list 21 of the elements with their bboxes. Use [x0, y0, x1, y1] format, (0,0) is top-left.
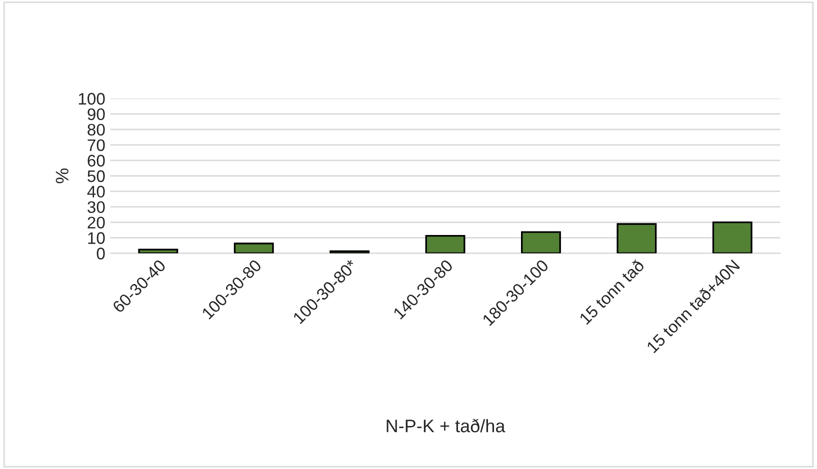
y-tick-label: 30 [88, 201, 105, 214]
bar [712, 221, 752, 254]
x-tick-label: 15 tonn tað [578, 258, 645, 325]
y-tick-label: 60 [88, 154, 105, 167]
y-tick-label: 90 [88, 108, 105, 120]
y-tick-label: 20 [88, 216, 105, 229]
y-tick-label: 50 [88, 170, 105, 182]
bar [330, 250, 370, 254]
y-tick-label: 0 [96, 248, 105, 260]
y-tick-label: 100 [78, 92, 105, 105]
bar [425, 234, 466, 254]
y-tick-label: 10 [88, 232, 105, 244]
bar [234, 242, 274, 254]
x-axis-title: N-P-K + tað/ha [386, 418, 506, 432]
bar [138, 248, 178, 254]
y-tick-label: 70 [88, 139, 105, 152]
bar [520, 231, 561, 254]
y-tick-label: 80 [88, 124, 105, 136]
y-axis-title: % [56, 168, 68, 184]
y-tick-label: 40 [87, 186, 105, 198]
bar [616, 223, 657, 254]
